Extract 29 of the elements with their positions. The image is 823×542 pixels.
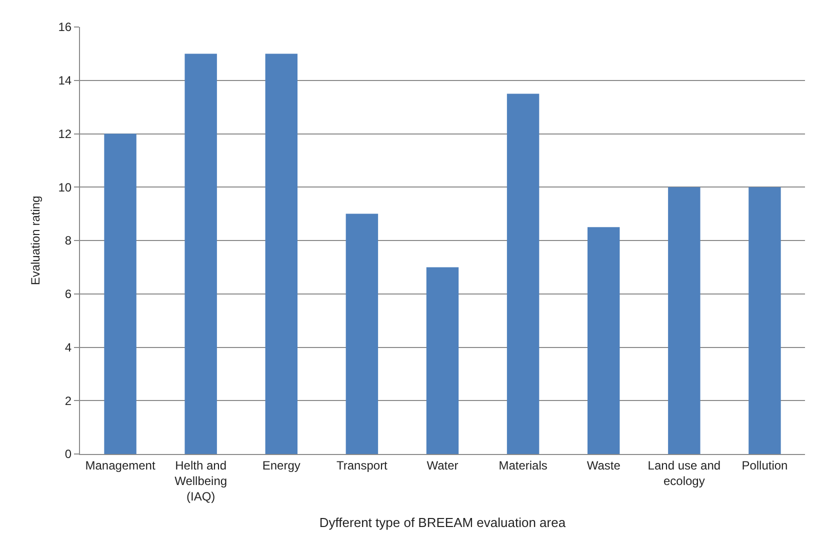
bar [104, 134, 136, 454]
bar [588, 227, 620, 454]
y-tick-label: 10 [58, 180, 72, 194]
bar [346, 214, 378, 454]
y-tick-label: 6 [64, 287, 72, 302]
y-tick-label: 2 [64, 394, 72, 408]
x-axis-title: Dyfferent type of BREEAM evaluation area [319, 515, 566, 530]
bar [426, 267, 459, 454]
y-tick-label: 0 [64, 447, 72, 462]
x-tick-label: Water [426, 458, 458, 472]
bar [668, 187, 700, 454]
y-axis-title: Evaluation rating [28, 196, 43, 286]
bar [748, 187, 781, 454]
x-tick-label: Materials [498, 458, 548, 472]
x-tick-label: Land use and ecology [648, 458, 721, 488]
x-tick-label: Waste [586, 458, 621, 472]
y-tick-label: 12 [58, 126, 72, 141]
x-tick-label: Transport [336, 458, 388, 472]
y-tick-label: 16 [58, 20, 72, 34]
bar [506, 94, 540, 454]
bar [184, 54, 217, 454]
y-tick-label: 4 [64, 340, 72, 354]
bar [265, 54, 298, 454]
y-tick-label: 8 [64, 234, 72, 248]
x-tick-label: Pollution [742, 458, 788, 472]
x-tick-label: Energy [262, 458, 300, 472]
x-tick-label: Helth and Wellbeing (IAQ) [174, 458, 228, 504]
x-tick-label: Management [85, 458, 156, 472]
y-tick-label: 14 [58, 74, 72, 88]
